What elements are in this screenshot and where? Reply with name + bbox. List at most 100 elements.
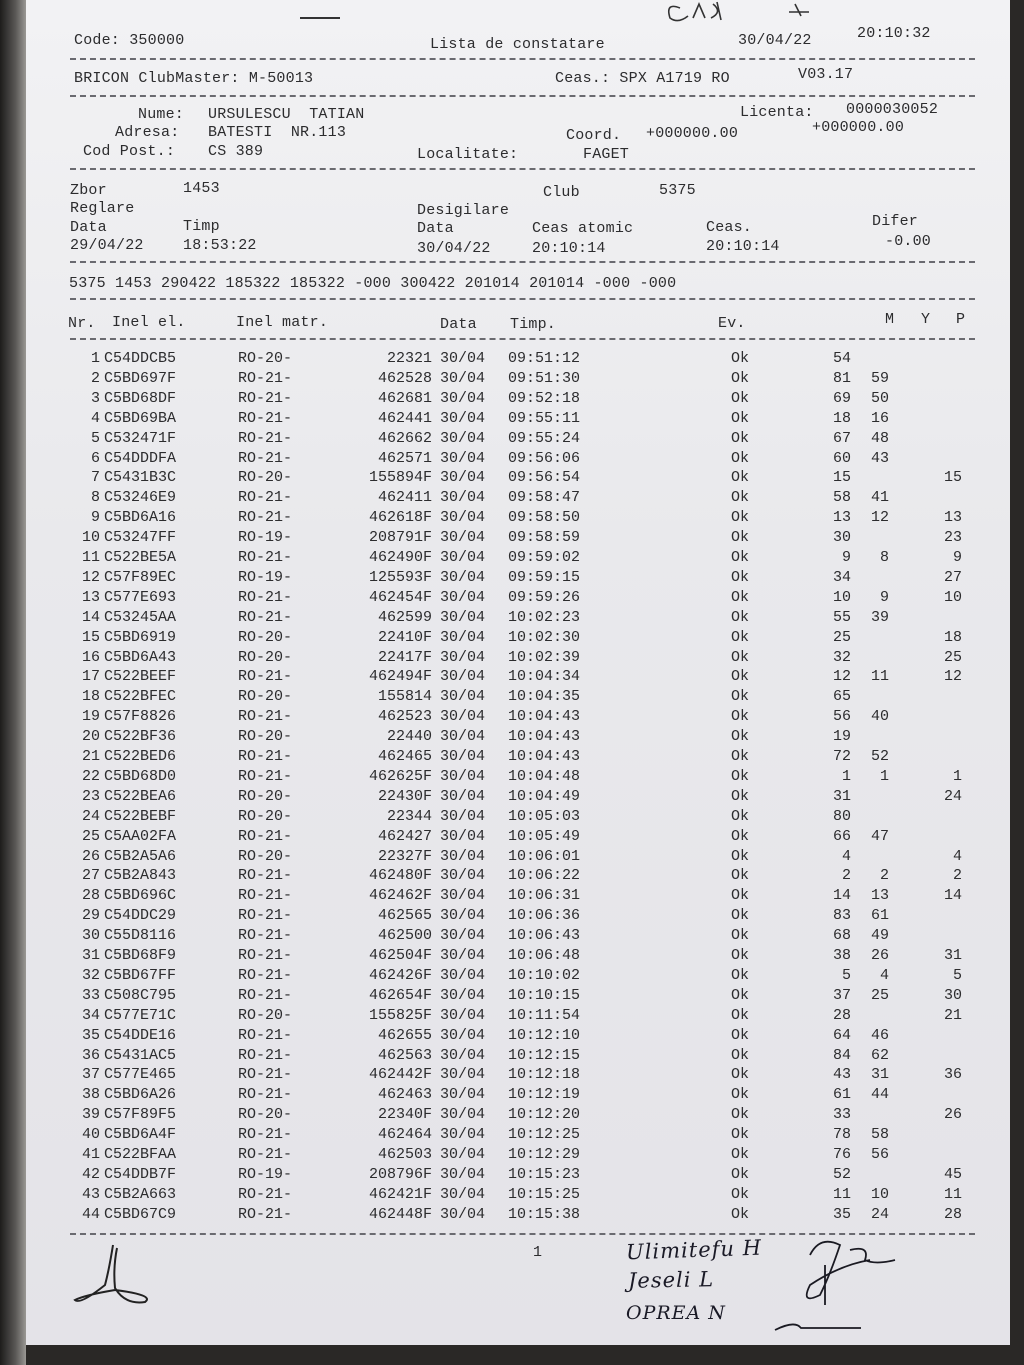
arrival-time: 10:12:19 [508, 1086, 581, 1104]
ring-electronic: C522BFAA [104, 1146, 177, 1163]
owner-name: URSULESCU TATIAN [208, 106, 365, 123]
ring-number: 22440 [386, 728, 432, 746]
ring-number: 462563 [377, 1046, 432, 1064]
arrival-time: 09:59:02 [508, 549, 581, 566]
ring-electronic: C5BD68DF [104, 389, 177, 407]
print-date: 30/04/22 [738, 32, 812, 49]
ring-number: 462427 [377, 827, 432, 845]
y-value: 48 [870, 429, 889, 447]
ring-electronic: C57F8826 [104, 708, 177, 726]
ring-prefix: RO-21- [238, 608, 293, 626]
y-value: 44 [870, 1086, 889, 1104]
ring-number: 462464 [377, 1126, 432, 1144]
ring-electronic: C522BFEC [104, 688, 177, 706]
m-value: 83 [832, 907, 851, 925]
col-p: P [956, 311, 966, 328]
handwritten-top-mark [300, 1, 809, 22]
ring-electronic: C54DDE16 [104, 1026, 177, 1044]
ring-electronic: C522BE5A [104, 549, 177, 566]
arrival-time: 10:06:01 [508, 847, 581, 865]
locality: FAGET [583, 146, 630, 163]
table-row: 25 C5AA02FA RO-21- 462427 30/04 10:05:49 Ok 66 4… [0, 828, 1000, 848]
ring-electronic: C5B2A663 [104, 1185, 177, 1203]
ring-number: 462426F [368, 966, 432, 984]
arrival-time: 10:15:38 [508, 1205, 581, 1223]
row-nr: 21 [81, 748, 100, 765]
col-inel-el: Inel el. [112, 314, 186, 331]
m-value: 19 [832, 728, 851, 746]
m-value: 1 [841, 767, 851, 785]
p-value: 15 [943, 469, 962, 487]
ring-prefix: RO-21- [238, 1066, 293, 1084]
event: Ok [731, 350, 750, 367]
m-value: 14 [832, 887, 851, 905]
y-value: 56 [870, 1146, 889, 1163]
arrival-time: 10:04:35 [508, 688, 581, 706]
ring-number: 462463 [377, 1086, 432, 1104]
coord-2: +000000.00 [812, 119, 905, 136]
arrival-date: 30/04 [440, 867, 486, 885]
ring-number: 462421F [368, 1185, 432, 1203]
arrival-date: 30/04 [440, 608, 486, 626]
divider [70, 58, 975, 60]
ring-electronic: C57F89F5 [104, 1106, 177, 1124]
y-value: 58 [870, 1126, 889, 1144]
arrival-date: 30/04 [440, 1026, 486, 1044]
table-row: 38 C5BD6A26 RO-21- 462463 30/04 10:12:19 Ok 61 4… [0, 1086, 1000, 1106]
ring-number: 155894F [368, 469, 432, 487]
arrival-time: 10:04:49 [508, 787, 581, 805]
ring-prefix: RO-21- [238, 1046, 293, 1064]
row-nr: 12 [81, 568, 100, 586]
ring-prefix: RO-21- [238, 1185, 293, 1203]
row-nr: 39 [81, 1106, 100, 1124]
event: Ok [731, 1185, 750, 1203]
y-value: 25 [870, 986, 889, 1004]
event: Ok [731, 867, 750, 885]
postal: CS 389 [208, 143, 264, 160]
arrival-date: 30/04 [440, 907, 486, 925]
event: Ok [731, 986, 750, 1004]
row-nr: 37 [81, 1066, 100, 1084]
arrival-date: 30/04 [440, 748, 486, 765]
handwritten-name-1: Ulimitefu H [625, 1235, 763, 1265]
arrival-date: 30/04 [440, 1066, 486, 1084]
col-timp: Timp. [510, 316, 557, 333]
ring-prefix: RO-21- [238, 489, 293, 507]
m-value: 67 [832, 429, 851, 447]
ring-number: 155814 [377, 688, 432, 706]
ring-number: 155825F [368, 1006, 432, 1024]
table-row: 3 C5BD68DF RO-21- 462681 30/04 09:52:18 Ok 69 50 [0, 390, 1000, 410]
event: Ok [731, 509, 750, 527]
row-nr: 41 [81, 1146, 100, 1163]
arrival-time: 10:12:15 [508, 1046, 581, 1064]
row-nr: 35 [81, 1026, 100, 1044]
arrival-time: 10:06:22 [508, 867, 581, 885]
event: Ok [731, 1006, 750, 1024]
ring-electronic: C532471F [104, 429, 177, 447]
arrival-time: 09:56:54 [508, 469, 581, 487]
arrival-time: 10:10:02 [508, 966, 581, 984]
arrival-time: 10:12:25 [508, 1126, 581, 1144]
arrival-date: 30/04 [440, 947, 486, 964]
event: Ok [731, 648, 750, 666]
event: Ok [731, 1046, 750, 1064]
ring-prefix: RO-20- [238, 469, 293, 487]
ring-number: 462441 [377, 409, 432, 427]
event: Ok [731, 708, 750, 726]
y-value: 16 [870, 409, 889, 427]
arrival-date: 30/04 [440, 389, 486, 407]
row-nr: 13 [81, 588, 100, 606]
ring-electronic: C5B2A843 [104, 867, 177, 885]
arrival-time: 10:10:15 [508, 986, 581, 1004]
ring-prefix: RO-19- [238, 1165, 293, 1183]
row-nr: 18 [81, 688, 100, 706]
ring-electronic: C53246E9 [104, 489, 177, 507]
y-value: 41 [870, 489, 889, 507]
table-row: 40 C5BD6A4F RO-21- 462464 30/04 10:12:25 Ok 78 5… [0, 1126, 1000, 1146]
table-row: 29 C54DDC29 RO-21- 462565 30/04 10:06:36 Ok 83 6… [0, 907, 1000, 927]
desig-data-label: Data [417, 220, 454, 237]
event: Ok [731, 529, 750, 547]
ring-prefix: RO-20- [238, 807, 293, 825]
m-value: 12 [832, 668, 851, 686]
ring-electronic: C522BEA6 [104, 787, 177, 805]
